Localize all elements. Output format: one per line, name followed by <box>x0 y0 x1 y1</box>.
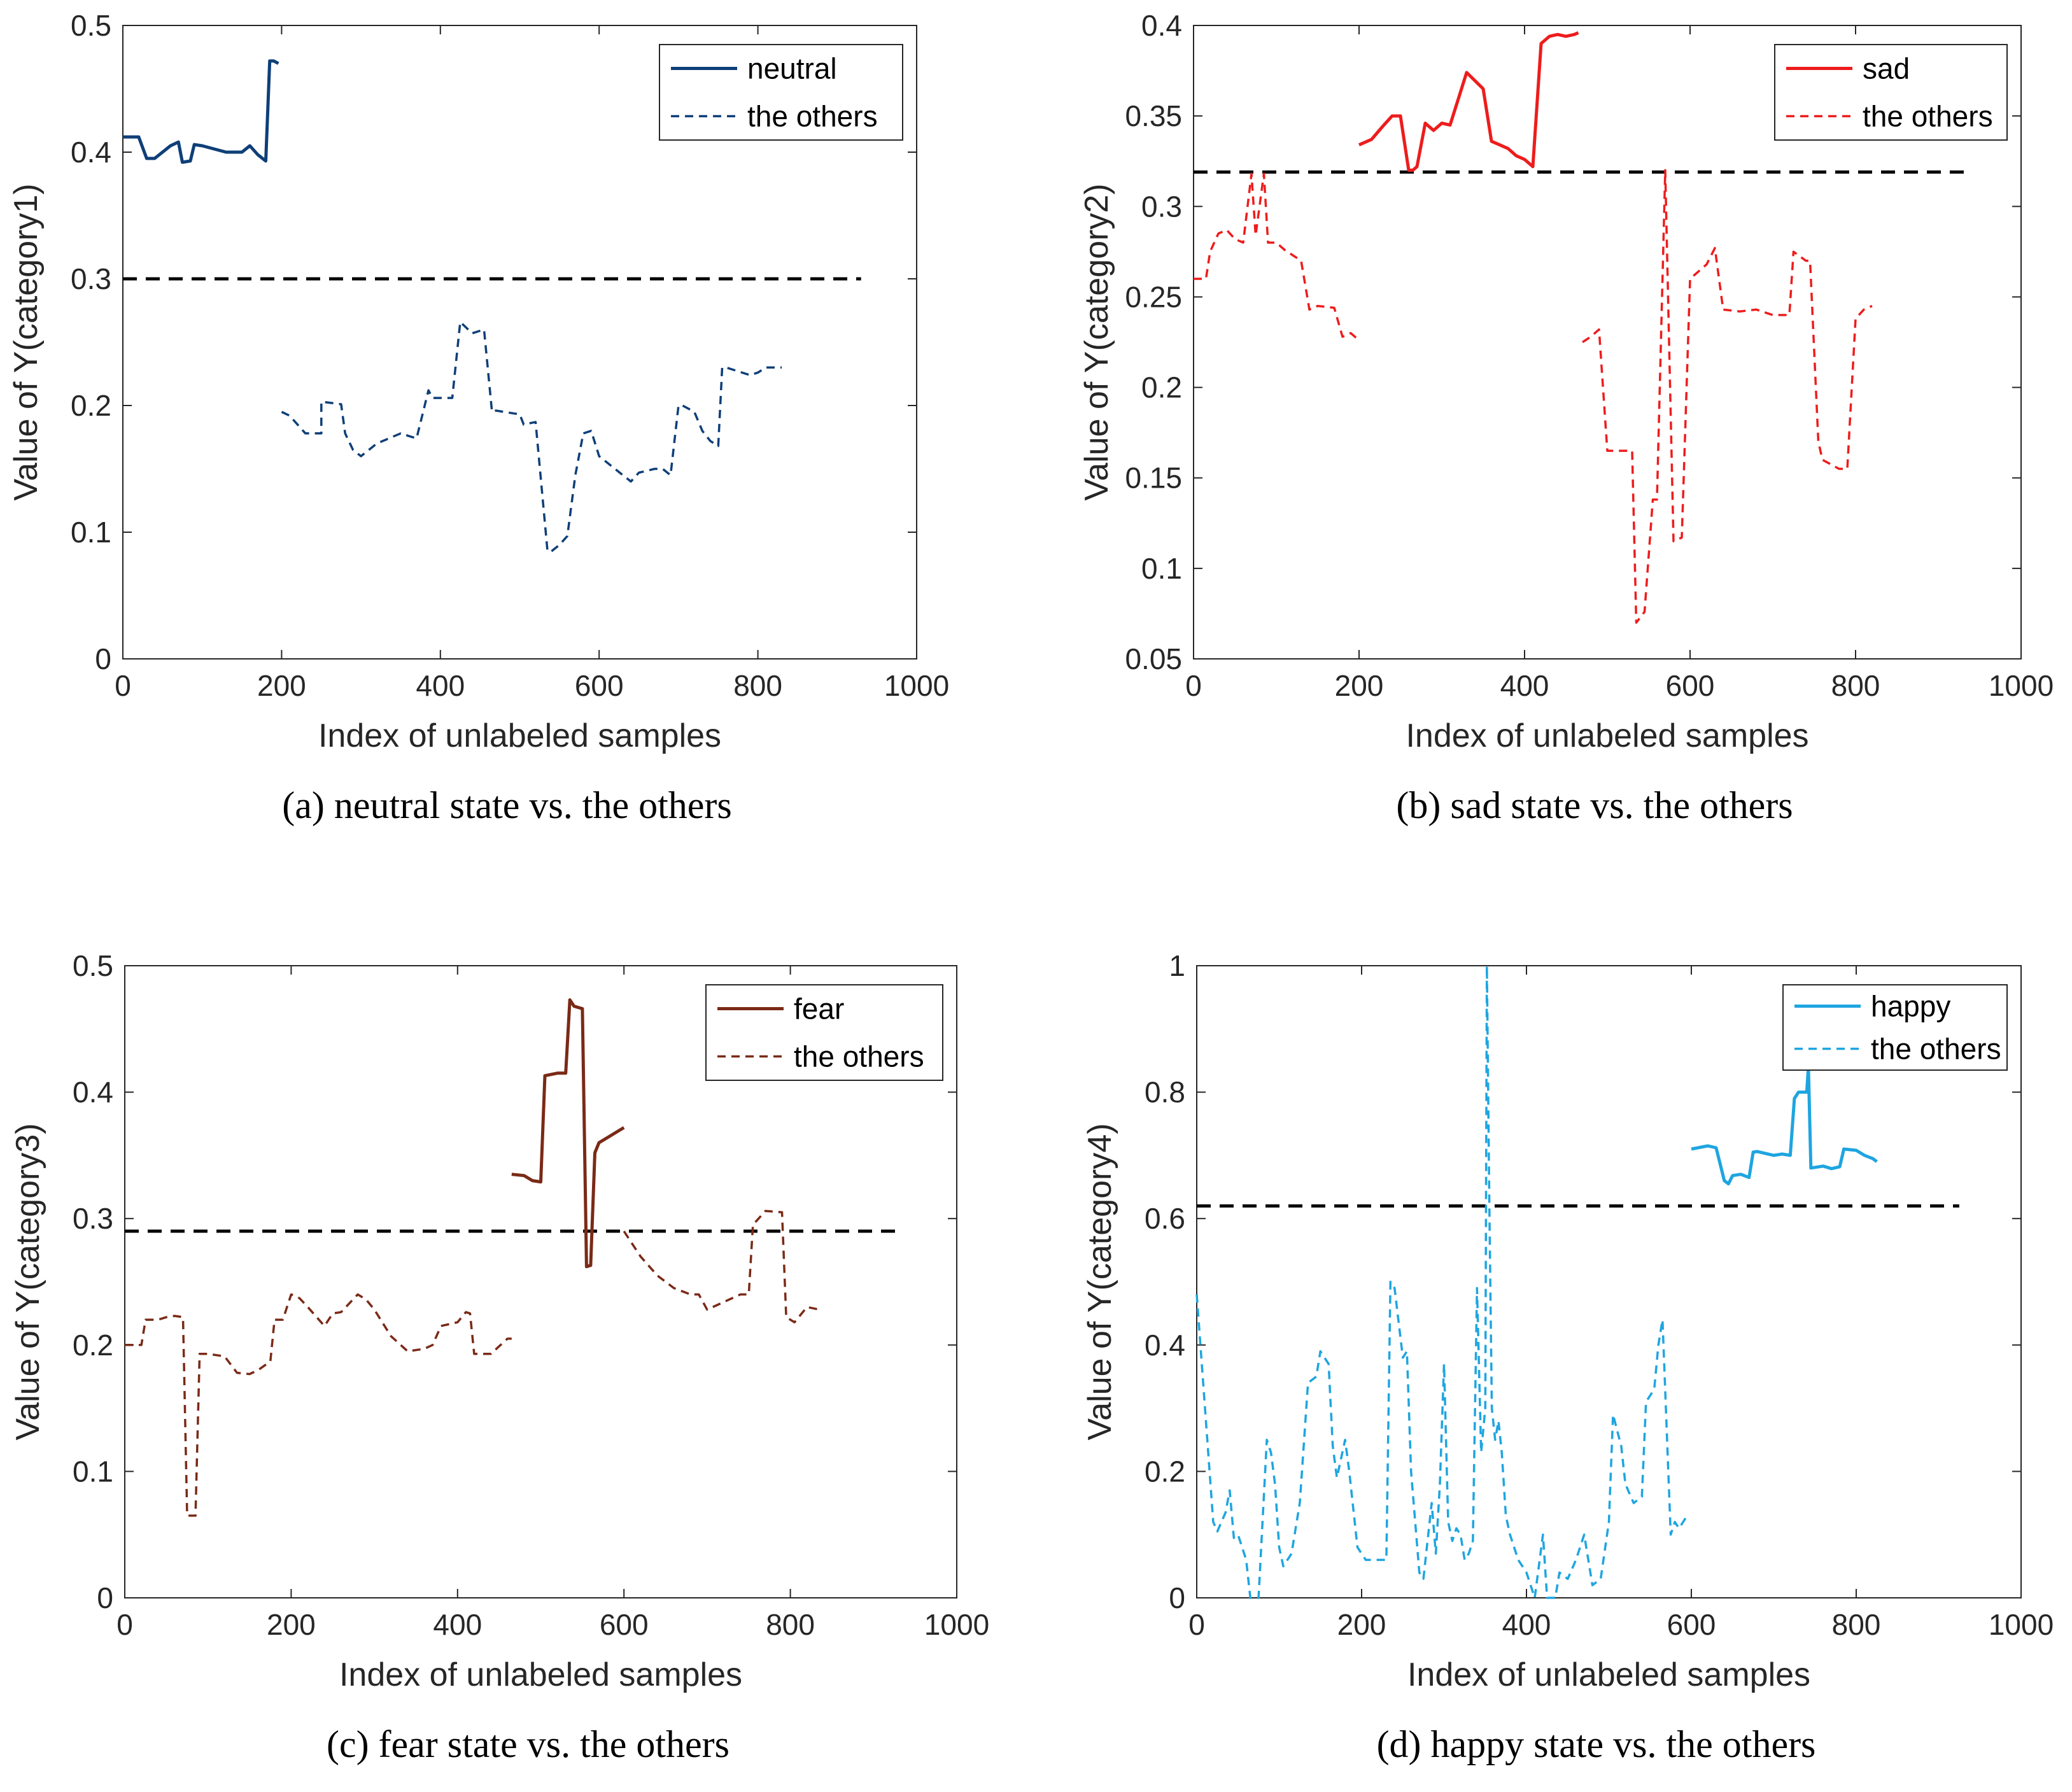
panel-c-ytick-label: 0.3 <box>73 1202 113 1235</box>
panel-b-xtick-label: 800 <box>1831 669 1880 702</box>
panel-b-caption: (b) sad state vs. the others <box>1396 784 1793 826</box>
panel-a-legend-label: the others <box>747 100 878 133</box>
panel-c-ytick-label: 0.4 <box>73 1076 113 1109</box>
panel-c-series-main-line <box>511 998 625 1269</box>
panel-a-legend-label: neutral <box>747 52 837 85</box>
panel-b-xlabel: Index of unlabeled samples <box>1406 717 1808 754</box>
panel-a-xtick-label: 200 <box>257 669 306 702</box>
panel-c-xlabel: Index of unlabeled samples <box>339 1656 742 1693</box>
panel-a-ytick-label: 0.5 <box>71 9 111 42</box>
panel-c-legend-label: the others <box>794 1040 924 1073</box>
panel-b-ytick-label: 0.35 <box>1125 99 1182 132</box>
panel-a-ytick-label: 0.4 <box>71 136 111 169</box>
panel-b-xtick-label: 0 <box>1185 669 1202 702</box>
panel-b-ytick-label: 0.3 <box>1141 190 1182 223</box>
panel-b-xtick-label: 1000 <box>1989 669 2054 702</box>
panel-d-ytick-label: 0.2 <box>1145 1455 1185 1488</box>
panel-a-ylabel: Value of Y(category1) <box>8 183 45 500</box>
panel-d-ylabel: Value of Y(category4) <box>1082 1123 1118 1440</box>
panel-d-ytick-label: 0.4 <box>1145 1329 1185 1362</box>
panel-a-ytick-label: 0.3 <box>71 262 111 295</box>
panel-b-ytick-label: 0.05 <box>1125 642 1182 675</box>
panel-a-ytick-label: 0.2 <box>71 389 111 422</box>
panel-d-xtick-label: 600 <box>1667 1608 1716 1641</box>
panel-a-xtick-label: 800 <box>733 669 782 702</box>
panel-b: 0 200 400 600 800 1000 0.05 0.1 0.15 0.2 0.25 0.3 0.… <box>1078 9 2054 826</box>
panel-a-ytick-label: 0.1 <box>71 516 111 549</box>
panel-c-caption: (c) fear state vs. the others <box>327 1723 729 1765</box>
panel-a-xtick-label: 400 <box>416 669 465 702</box>
panel-c-legend <box>705 984 943 1081</box>
panel-a-caption: (a) neutral state vs. the others <box>282 784 731 826</box>
panel-c-ytick-label: 0 <box>97 1581 113 1614</box>
panel-a-series-main-line <box>123 59 279 164</box>
panel-b-xtick-label: 200 <box>1335 669 1384 702</box>
panel-a-xtick-label: 0 <box>115 669 131 702</box>
panel-c-xtick-label: 1000 <box>924 1608 989 1641</box>
panel-a: 0 200 400 600 800 1000 0 0.1 0.2 0.3 0.4 0.5 Index o… <box>8 9 949 826</box>
panel-b-xtick-label: 400 <box>1500 669 1549 702</box>
panel-c: 0 200 400 600 800 1000 0 0.1 0.2 0.3 0.4 0.5 Index o… <box>10 949 989 1765</box>
panel-c-xtick-label: 400 <box>433 1608 482 1641</box>
panel-d-xtick-label: 1000 <box>1989 1608 2054 1641</box>
panel-a-legend <box>659 44 903 141</box>
panel-d-ytick-label: 0.8 <box>1145 1076 1185 1109</box>
panel-b-series-others-line <box>1582 169 1873 624</box>
panel-a-xtick-label: 600 <box>575 669 624 702</box>
panel-d-legend-label: the others <box>1871 1033 2001 1066</box>
panel-c-ytick-label: 0.1 <box>73 1455 113 1488</box>
panel-b-xtick-label: 600 <box>1666 669 1715 702</box>
panel-b-ytick-label: 0.4 <box>1141 9 1182 42</box>
panel-a-xlabel: Index of unlabeled samples <box>318 717 721 754</box>
panel-b-series-others-line <box>1194 173 1360 342</box>
panel-b-ytick-label: 0.25 <box>1125 280 1182 313</box>
panel-b-ytick-label: 0.2 <box>1141 371 1182 404</box>
panel-b-legend-label: sad <box>1863 52 1910 85</box>
panel-a-series-others-line <box>281 320 782 553</box>
panel-d-ytick-label: 0 <box>1169 1581 1185 1614</box>
panel-d-series-others-line <box>1195 964 1688 1599</box>
panel-b-ytick-label: 0.1 <box>1141 552 1182 585</box>
panel-c-ylabel: Value of Y(category3) <box>10 1123 46 1440</box>
panel-c-legend-label: fear <box>794 992 844 1026</box>
panel-c-xtick-label: 200 <box>267 1608 316 1641</box>
panel-d-xtick-label: 200 <box>1337 1608 1386 1641</box>
panel-c-ytick-label: 0.2 <box>73 1329 113 1362</box>
panel-c-xtick-label: 0 <box>116 1608 133 1641</box>
panel-d-xtick-label: 800 <box>1832 1608 1881 1641</box>
panel-c-series-others-line <box>623 1210 820 1323</box>
panel-b-legend <box>1774 44 2008 141</box>
panel-d-ytick-label: 1 <box>1169 949 1185 982</box>
panel-c-xtick-label: 800 <box>766 1608 815 1641</box>
panel-d-ytick-label: 0.6 <box>1145 1202 1185 1235</box>
panel-d-xlabel: Index of unlabeled samples <box>1407 1656 1810 1693</box>
panel-a-ytick-label: 0 <box>95 642 111 675</box>
panel-d: 0 200 400 600 800 1000 0 0.2 0.4 0.6 0.8 1 Index of … <box>1082 949 2054 1765</box>
panel-d-plot-area <box>1196 965 2022 1598</box>
panel-c-ytick-label: 0.5 <box>73 949 113 982</box>
panel-d-legend <box>1782 984 2008 1071</box>
panel-d-series-main-line <box>1691 1065 1878 1186</box>
panel-c-series-others-line <box>125 1293 512 1517</box>
panel-b-legend-label: the others <box>1863 100 1993 133</box>
panel-d-legend-label: happy <box>1871 990 1950 1023</box>
panel-b-ylabel: Value of Y(category2) <box>1078 183 1115 500</box>
panel-a-xtick-label: 1000 <box>884 669 949 702</box>
panel-b-series-main-line <box>1358 31 1579 172</box>
panel-c-xtick-label: 600 <box>600 1608 649 1641</box>
panel-d-xtick-label: 0 <box>1188 1608 1205 1641</box>
panel-b-ytick-label: 0.15 <box>1125 462 1182 495</box>
panel-d-xtick-label: 400 <box>1502 1608 1551 1641</box>
panel-d-caption: (d) happy state vs. the others <box>1377 1723 1816 1765</box>
